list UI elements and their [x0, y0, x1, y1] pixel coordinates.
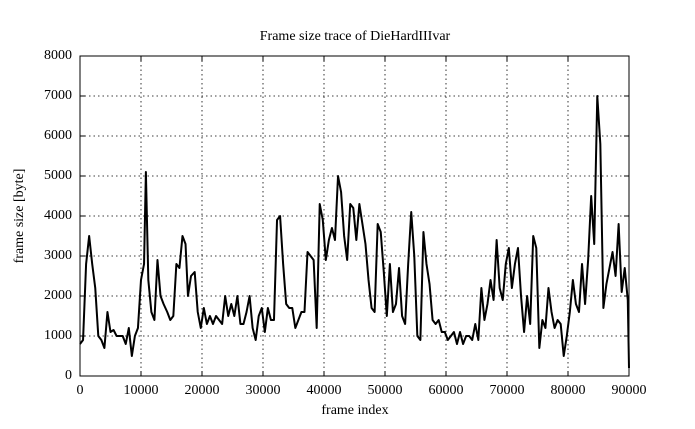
- x-tick-label: 90000: [612, 383, 647, 398]
- x-tick-label: 60000: [429, 383, 464, 398]
- y-tick-label: 2000: [44, 288, 72, 303]
- x-tick-label: 10000: [124, 383, 159, 398]
- x-tick-label: 80000: [551, 383, 586, 398]
- y-axis-label: frame size [byte]: [12, 169, 27, 264]
- plot-frame: [79, 55, 630, 377]
- y-tick-label: 5000: [44, 168, 72, 183]
- data-line: [79, 95, 630, 369]
- y-tick-label: 0: [65, 368, 72, 383]
- x-tick-label: 40000: [307, 383, 342, 398]
- y-tick-label: 1000: [44, 328, 72, 343]
- y-tick-label: 3000: [44, 248, 72, 263]
- y-tick-label: 7000: [44, 88, 72, 103]
- x-tick-label: 30000: [246, 383, 281, 398]
- y-tick-label: 4000: [44, 208, 72, 223]
- y-tick-label: 6000: [44, 128, 72, 143]
- x-tick-label: 50000: [368, 383, 403, 398]
- chart-title: Frame size trace of DieHardIIIvar: [260, 29, 451, 44]
- y-tick-label: 8000: [44, 48, 72, 63]
- x-tick-label: 0: [77, 383, 84, 398]
- x-tick-label: 70000: [490, 383, 525, 398]
- x-axis-label: frame index: [321, 403, 388, 418]
- x-tick-label: 20000: [185, 383, 220, 398]
